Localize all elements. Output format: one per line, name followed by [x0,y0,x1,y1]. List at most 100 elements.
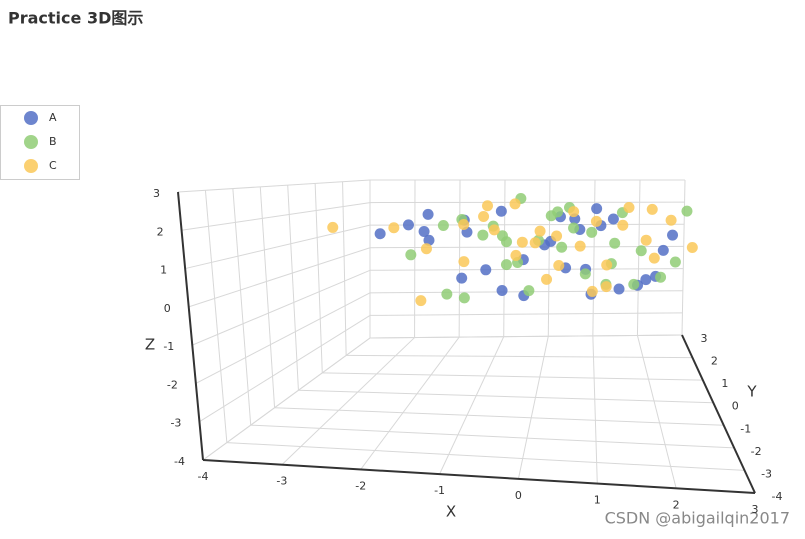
legend-label: B [49,135,57,148]
data-point [402,219,414,231]
grid-line [346,354,693,359]
y-tick-label: -4 [772,490,783,503]
data-point [590,215,602,227]
y-axis-label: Y [746,383,757,401]
grid-line [204,190,228,443]
data-point [420,243,432,255]
data-point [646,203,658,215]
grid-line [298,389,714,404]
grid-line [547,179,551,337]
grid-line [636,335,677,489]
x-tick-label: 2 [673,498,680,511]
data-point [480,264,492,276]
y-tick-label: 3 [701,332,708,345]
x-tick-label: 0 [515,489,522,502]
data-point [415,295,427,307]
grid-line [369,312,683,316]
data-point [510,249,522,261]
grid-line [503,179,506,337]
y-tick-label: 1 [721,377,728,390]
y-tick-label: -1 [740,422,751,435]
z-tick-label: -1 [163,340,174,353]
data-point [458,292,470,304]
y-axis [681,334,756,494]
x-axis-label: X [446,503,456,521]
data-point [609,237,621,249]
data-point [523,285,535,297]
x-tick-label: -2 [355,479,366,492]
data-point [418,225,430,237]
grid-line [636,179,641,336]
grid-line [439,336,505,475]
grid-line [342,181,347,356]
data-point [529,237,541,249]
data-point [423,234,435,246]
data-point [657,244,669,256]
data-point [591,203,603,215]
data-point [437,219,449,231]
x-tick-label: 3 [752,503,759,516]
grid-line [681,179,686,336]
z-tick-label: 1 [160,264,167,277]
grid-line [202,337,371,461]
x-tick-label: -3 [276,475,287,488]
grid-line [192,269,371,346]
watermark: CSDN @abigailqin2017 [605,509,790,528]
grid-line [181,202,371,231]
data-point [458,256,470,268]
data-point [500,259,512,271]
data-point [686,241,698,253]
z-axis [177,191,204,461]
data-point [607,213,619,225]
data-point [635,245,647,257]
data-point [405,249,417,261]
legend-label: A [49,111,57,124]
data-point [568,222,580,234]
data-point [667,229,679,241]
grid-line [369,223,685,226]
data-point [681,205,693,217]
x-axis [202,459,756,494]
data-point [478,210,490,222]
data-point [501,236,513,248]
z-tick-label: 0 [164,302,171,315]
data-point [640,274,652,286]
data-point [669,256,681,268]
z-tick-label: 3 [153,187,160,200]
data-point [553,259,565,271]
grid-line [177,179,371,193]
grid-line [199,315,371,423]
data-point [665,214,677,226]
grid-line [360,336,460,470]
z-tick-label: -3 [170,417,181,430]
legend-marker [24,111,38,125]
y-tick-label: -2 [751,445,762,458]
data-point [586,226,598,238]
grid-line [259,186,276,408]
data-point [534,225,546,237]
data-point [574,240,586,252]
grid-line [195,292,371,384]
y-tick-label: -3 [761,467,772,480]
z-axis-label: Z [145,336,155,354]
data-point [327,221,339,233]
legend-label: C [49,159,57,172]
data-point [488,224,500,236]
grid-line [250,424,735,449]
grid-line [226,442,745,471]
data-point [655,271,667,283]
data-point [441,288,453,300]
grid-line [592,179,596,336]
z-tick-label: -2 [167,378,178,391]
data-point [551,230,563,242]
data-point [477,229,489,241]
grid-line [274,407,724,426]
grid-line [287,185,299,391]
data-point [456,272,468,284]
chart-title: Practice 3D图示 [8,9,143,28]
data-point [648,252,660,264]
z-tick-label: -4 [174,455,185,468]
data-point [495,205,507,217]
grid-line [281,337,415,466]
data-point [568,206,580,218]
